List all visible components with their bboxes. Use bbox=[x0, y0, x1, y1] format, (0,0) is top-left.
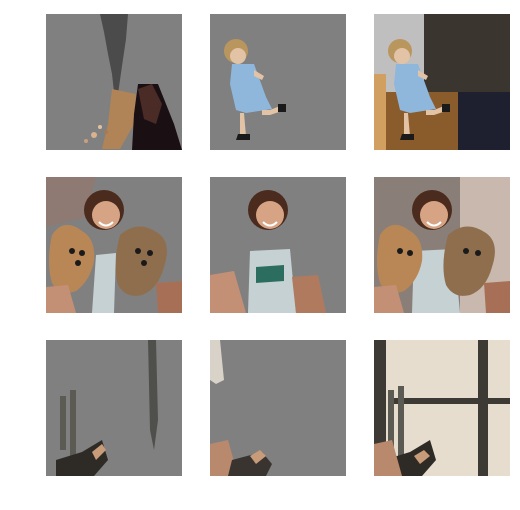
girl-arm bbox=[254, 70, 264, 80]
pole bbox=[398, 386, 404, 462]
girl-leg bbox=[240, 113, 246, 136]
hand bbox=[374, 285, 404, 313]
girl-leg bbox=[404, 113, 410, 136]
hand bbox=[374, 440, 402, 476]
rug-shadow bbox=[458, 92, 510, 150]
girl-leg bbox=[426, 106, 446, 115]
girl-smile bbox=[262, 221, 278, 227]
girl-shoe bbox=[236, 134, 250, 140]
girl-face bbox=[230, 48, 246, 64]
girl-dress bbox=[230, 64, 272, 113]
tile-row3-original-svg bbox=[374, 340, 510, 476]
dark-object bbox=[56, 440, 108, 476]
tile-row2-masked-girl bbox=[210, 177, 346, 313]
dog-eye bbox=[463, 248, 469, 254]
girl-smile bbox=[426, 221, 442, 227]
left-dog bbox=[49, 224, 95, 293]
shirt-text bbox=[256, 265, 284, 283]
speck bbox=[91, 132, 97, 138]
left-edge bbox=[210, 340, 224, 384]
hand bbox=[414, 450, 430, 464]
brown-patch bbox=[102, 89, 136, 149]
tile-row3-masked-hands-svg bbox=[210, 340, 346, 476]
girl-leg bbox=[262, 106, 282, 115]
mask-fill bbox=[210, 340, 346, 476]
tile-row1-original bbox=[374, 14, 510, 150]
vertical-structure bbox=[100, 14, 128, 94]
tile-row2-original bbox=[374, 177, 510, 313]
dog-nose bbox=[75, 260, 81, 266]
background-patch bbox=[46, 177, 96, 227]
hand bbox=[484, 281, 510, 313]
tile-row2-original-svg bbox=[374, 177, 510, 313]
pole bbox=[70, 390, 76, 456]
hand bbox=[92, 444, 106, 460]
girl-dress bbox=[394, 64, 436, 113]
dark-red-patch bbox=[138, 84, 162, 124]
dog-eye bbox=[69, 248, 75, 254]
window-frame bbox=[478, 340, 488, 476]
girl-face bbox=[394, 48, 410, 64]
speck bbox=[84, 139, 88, 143]
tile-row1-masked-girl bbox=[210, 14, 346, 150]
dog-eye bbox=[147, 250, 153, 256]
tile-row1-masked-background-svg bbox=[46, 14, 182, 150]
tile-row2-masked-dogs-svg bbox=[46, 177, 182, 313]
dog-eye bbox=[475, 250, 481, 256]
tile-row3-masked-window-svg bbox=[46, 340, 182, 476]
tile-row3-original bbox=[374, 340, 510, 476]
tile-row3-masked-window bbox=[46, 340, 182, 476]
door bbox=[424, 14, 510, 92]
window-crossbar bbox=[392, 398, 510, 404]
tile-row1-masked-background bbox=[46, 14, 182, 150]
hand bbox=[46, 285, 76, 313]
tile-row1-original-svg bbox=[374, 14, 510, 150]
vertical-bar bbox=[148, 340, 158, 450]
tile-row2-masked-girl-svg bbox=[210, 177, 346, 313]
girl-shoe bbox=[400, 134, 414, 140]
dog-eye bbox=[79, 250, 85, 256]
dog-eye bbox=[397, 248, 403, 254]
mask-fill bbox=[46, 340, 182, 476]
shirt bbox=[92, 253, 116, 313]
speck bbox=[104, 130, 108, 134]
dog-eye bbox=[135, 248, 141, 254]
hand bbox=[292, 275, 326, 313]
tile-row2-masked-dogs bbox=[46, 177, 182, 313]
window-sill bbox=[374, 74, 386, 150]
left-dog bbox=[377, 224, 423, 293]
dog-nose bbox=[141, 260, 147, 266]
right-dog bbox=[115, 226, 167, 296]
girl-shoe bbox=[278, 104, 286, 112]
hand bbox=[210, 271, 246, 313]
hand bbox=[250, 450, 266, 464]
hand bbox=[156, 281, 182, 313]
tile-row3-masked-hands bbox=[210, 340, 346, 476]
pole bbox=[60, 396, 66, 450]
girl-shoe bbox=[442, 104, 450, 112]
girl-arm bbox=[418, 70, 428, 80]
pole bbox=[388, 390, 394, 460]
tile-row1-masked-girl-svg bbox=[210, 14, 346, 150]
speck bbox=[98, 125, 102, 129]
girl-smile bbox=[98, 221, 114, 227]
dog-eye bbox=[407, 250, 413, 256]
right-dog bbox=[443, 226, 495, 296]
